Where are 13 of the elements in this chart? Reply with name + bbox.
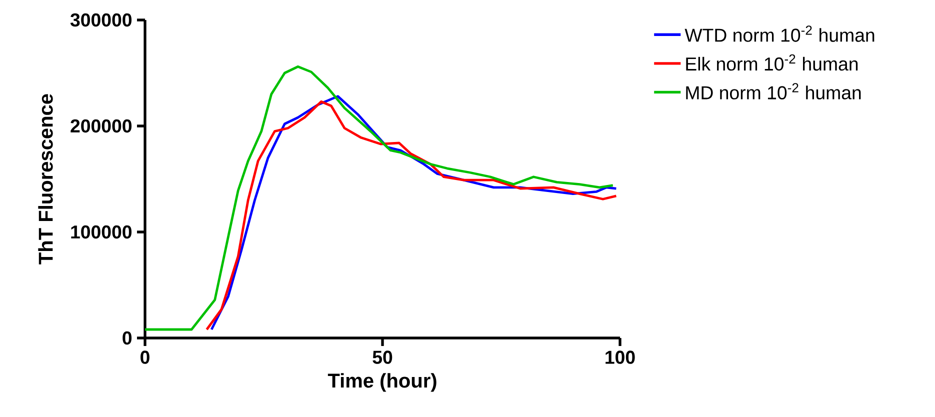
x-axis-title: Time (hour): [328, 373, 436, 392]
legend-label: Elk norm 10$^{-2}$ human: [686, 54, 858, 71]
y-axis-title: ThT Fluorescence: [38, 94, 53, 264]
y-tick-label: 0: [122, 331, 132, 345]
y-tick-label: 100000: [71, 225, 132, 239]
y-tick-label: 200000: [70, 119, 132, 133]
line-series: [145, 65, 614, 331]
legend-label: WTD norm 10$^{-2}$ human: [684, 26, 874, 42]
x-tick-label: 100: [606, 350, 635, 364]
x-tick-label: 50: [372, 350, 392, 364]
x-tick-label: 0: [140, 350, 150, 364]
legend-label: MD norm 10$^{-2}$ human: [686, 83, 861, 100]
y-tick-label: 300000: [70, 13, 132, 27]
